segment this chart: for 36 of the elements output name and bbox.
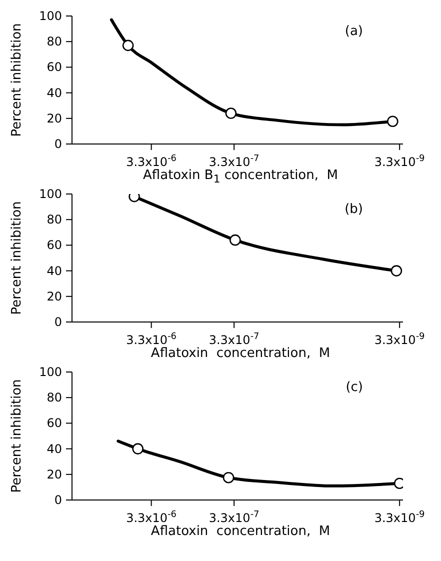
x-tick-label: 3.3x10$^{-9}$ xyxy=(374,510,426,525)
x-tick-label: 3.3x10$^{-6}$ xyxy=(126,332,177,347)
x-tick-label: 3.3x10$^{-7}$ xyxy=(208,332,260,347)
y-tick-label: 40 xyxy=(46,86,62,100)
y-axis-title: Percent inhibition xyxy=(10,201,25,315)
y-tick-label: 0 xyxy=(54,493,62,507)
y-axis-title: Percent inhibition xyxy=(10,379,25,493)
x-axis-title: Aflatoxin concentration, M xyxy=(150,524,332,541)
y-tick-label: 40 xyxy=(46,264,62,278)
y-tick-label: 60 xyxy=(46,238,62,252)
y-tick-label: 0 xyxy=(54,137,62,151)
x-tick-label: 3.3x10$^{-7}$ xyxy=(208,510,260,525)
x-tick-label: 3.3x10$^{-9}$ xyxy=(374,154,426,169)
annotation: (c) xyxy=(346,380,363,395)
y-tick-label: 40 xyxy=(46,442,62,456)
y-tick-label: 20 xyxy=(46,289,62,304)
y-tick-label: 20 xyxy=(46,111,62,126)
annotation: (b) xyxy=(344,202,363,217)
y-tick-label: 80 xyxy=(46,212,62,227)
x-tick-label: 3.3x10$^{-7}$ xyxy=(208,154,260,169)
y-tick-label: 60 xyxy=(46,60,62,74)
annotation: (a) xyxy=(344,24,363,39)
x-axis-title: Aflatoxin B$_{1}$ concentration, M xyxy=(142,168,339,186)
y-tick-label: 100 xyxy=(39,9,62,23)
y-tick-label: 80 xyxy=(46,34,62,49)
x-tick-label: 3.3x10$^{-6}$ xyxy=(126,510,177,525)
y-tick-label: 20 xyxy=(46,467,62,482)
y-tick-label: 100 xyxy=(39,187,62,201)
x-tick-label: 3.3x10$^{-9}$ xyxy=(374,332,426,347)
y-tick-label: 100 xyxy=(39,365,62,379)
y-tick-label: 0 xyxy=(54,315,62,329)
x-axis-title: Aflatoxin concentration, M xyxy=(150,346,332,363)
x-tick-label: 3.3x10$^{-6}$ xyxy=(126,154,177,169)
y-axis-title: Percent inhibition xyxy=(10,23,25,137)
y-tick-label: 80 xyxy=(46,390,62,405)
y-tick-label: 60 xyxy=(46,416,62,430)
